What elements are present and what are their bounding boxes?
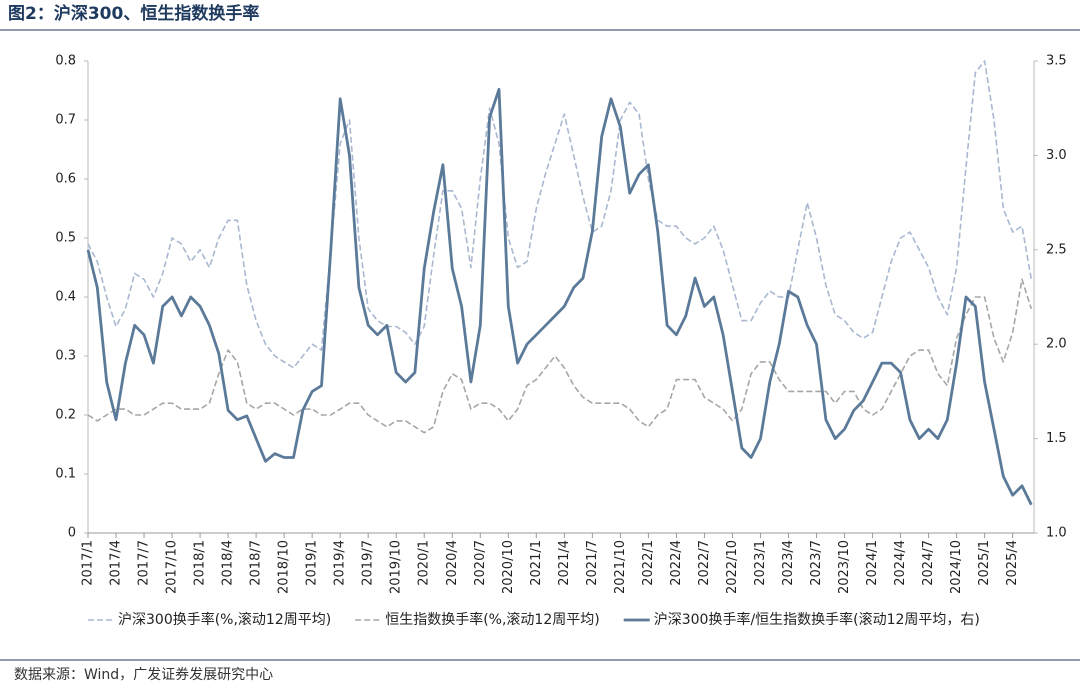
- x-tick-label: 2018/4: [221, 540, 236, 586]
- x-tick-label: 2020/4: [445, 540, 460, 586]
- x-tick-label: 2017/1: [81, 540, 96, 586]
- x-tick-label: 2018/7: [249, 540, 264, 586]
- x-tick-label: 2018/1: [193, 540, 208, 586]
- x-tick-label: 2018/10: [277, 540, 292, 594]
- x-tick-label: 2020/10: [501, 540, 516, 594]
- y-tick-label: 0.6: [55, 172, 76, 187]
- series-line: [87, 60, 1033, 369]
- y-tick-label: 0: [68, 526, 76, 541]
- y-tick-label: 0.5: [55, 231, 76, 246]
- x-tick-label: 2020/1: [417, 540, 432, 586]
- x-tick-label: 2023/1: [753, 540, 768, 586]
- x-tick-label: 2021/4: [557, 540, 572, 586]
- y-tick-label: 0.2: [55, 408, 76, 423]
- legend-label: 恒生指数换手率(%,滚动12周平均): [385, 611, 600, 628]
- y2-tick-label: 2.0: [1046, 337, 1067, 352]
- y2-tick-label: 2.5: [1046, 242, 1067, 257]
- x-tick-label: 2024/10: [949, 540, 964, 594]
- y-tick-label: 0.1: [55, 467, 76, 482]
- x-tick-label: 2019/7: [361, 540, 376, 586]
- x-tick-label: 2019/10: [389, 540, 404, 594]
- x-tick-label: 2022/7: [697, 540, 712, 586]
- x-tick-label: 2019/4: [333, 540, 348, 586]
- legend-label: 沪深300换手率(%,滚动12周平均): [118, 611, 331, 628]
- x-tick-label: 2021/10: [613, 540, 628, 594]
- x-tick-label: 2020/7: [473, 540, 488, 586]
- x-tick-label: 2022/1: [641, 540, 656, 586]
- series-line: [86, 87, 1033, 506]
- x-tick-label: 2019/1: [305, 540, 320, 586]
- y-tick-label: 0.8: [55, 54, 76, 69]
- x-tick-label: 2023/10: [837, 540, 852, 594]
- x-tick-label: 2021/1: [529, 540, 544, 586]
- x-tick-label: 2022/4: [669, 540, 684, 586]
- legend-label: 沪深300换手率/恒生指数换手率(滚动12周平均，右): [654, 611, 980, 628]
- source-note: 数据来源：Wind，广发证券发展研究中心: [14, 667, 273, 683]
- y-tick-label: 0.4: [55, 290, 76, 305]
- x-tick-label: 2024/4: [893, 540, 908, 586]
- x-tick-label: 2023/4: [781, 540, 796, 586]
- y-tick-label: 0.7: [55, 113, 76, 128]
- x-tick-label: 2017/10: [165, 540, 180, 594]
- x-tick-label: 2025/4: [1005, 540, 1020, 586]
- y-tick-label: 0.3: [55, 349, 76, 364]
- x-tick-label: 2017/7: [137, 540, 152, 586]
- x-tick-label: 2024/1: [865, 540, 880, 586]
- x-tick-label: 2022/10: [725, 540, 740, 594]
- x-tick-label: 2024/7: [921, 540, 936, 586]
- y2-tick-label: 1.5: [1046, 431, 1067, 446]
- series-line: [87, 278, 1033, 434]
- y2-tick-label: 3.5: [1046, 54, 1067, 69]
- chart-title: 图2：沪深300、恒生指数换手率: [8, 3, 259, 24]
- x-tick-label: 2023/7: [809, 540, 824, 586]
- x-tick-label: 2021/7: [585, 540, 600, 586]
- y2-tick-label: 1.0: [1046, 526, 1067, 541]
- x-tick-label: 2017/4: [109, 540, 124, 586]
- x-tick-label: 2025/1: [977, 540, 992, 586]
- y2-tick-label: 3.0: [1046, 148, 1067, 163]
